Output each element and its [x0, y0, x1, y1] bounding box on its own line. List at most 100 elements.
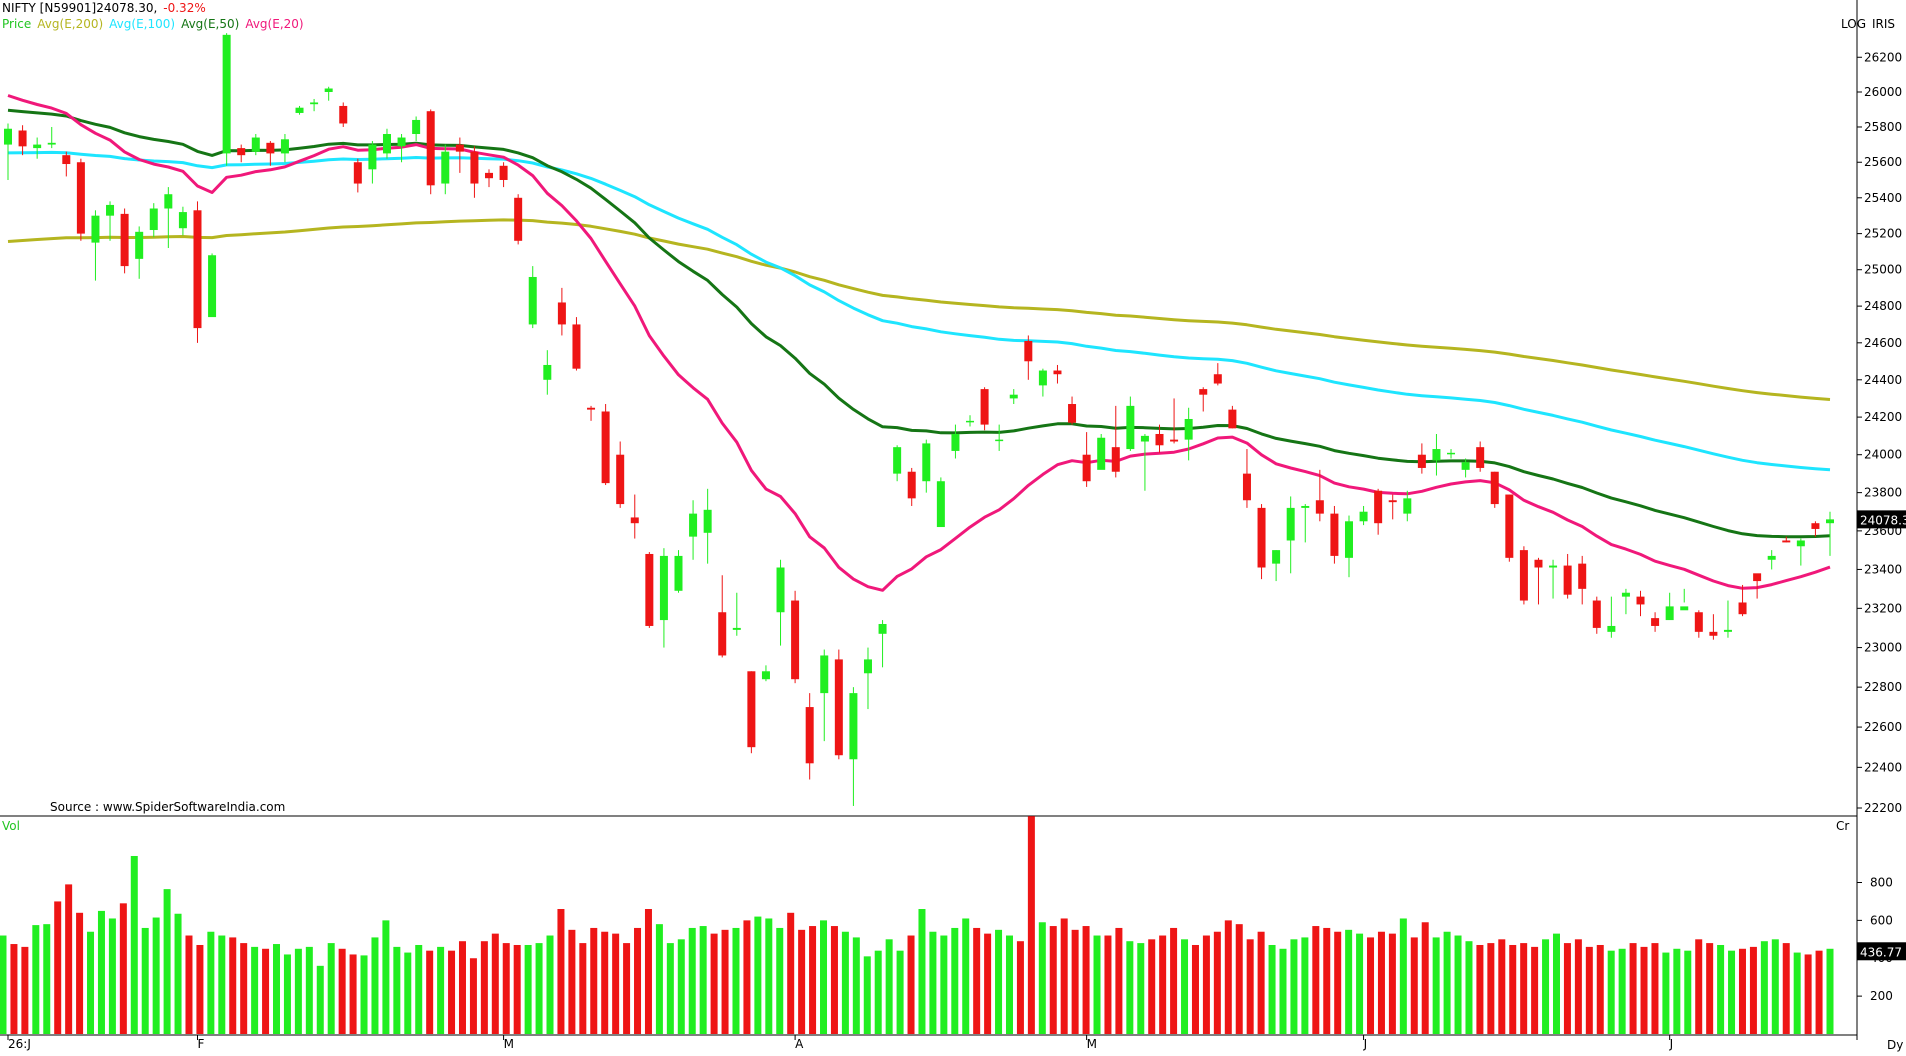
- volume-bar: [273, 944, 281, 1034]
- volume-bar: [1421, 922, 1429, 1034]
- candle-body: [1753, 573, 1762, 582]
- ema-20-line: [7, 94, 1831, 592]
- volume-bar: [141, 927, 149, 1034]
- candle-body: [1111, 447, 1120, 472]
- legend-item: Avg(E,100): [109, 17, 175, 31]
- candle-body: [1272, 550, 1281, 564]
- volume-tick-label: 800: [1870, 875, 1893, 889]
- volume-bar: [962, 918, 970, 1034]
- volume-bar: [1749, 946, 1757, 1034]
- volume-bar: [382, 920, 390, 1034]
- volume-bar: [798, 929, 806, 1034]
- volume-bar: [546, 935, 554, 1034]
- volume-bar: [1662, 952, 1670, 1034]
- last-volume-label: 436.77: [1860, 945, 1902, 959]
- volume-bar: [1454, 935, 1462, 1034]
- volume-bar: [1257, 931, 1265, 1034]
- volume-bar: [415, 944, 423, 1034]
- price-tick-label: 25400: [1864, 191, 1902, 205]
- month-label: F: [197, 1037, 204, 1051]
- volume-bar: [885, 939, 893, 1034]
- candle-body: [1665, 606, 1674, 621]
- volume-bar: [163, 889, 171, 1034]
- volume-bar: [251, 946, 259, 1034]
- volume-bar: [185, 935, 193, 1034]
- candle-body: [1024, 340, 1033, 362]
- header-symbol-line: NIFTY [N59901]24078.30, -0.32%: [2, 1, 206, 15]
- candle-body: [1461, 462, 1470, 470]
- price-tick-label: 22400: [1864, 760, 1902, 774]
- candle-body: [514, 197, 523, 241]
- volume-bar: [0, 935, 7, 1034]
- volume-bar: [601, 931, 609, 1034]
- volume-label: Vol: [2, 819, 20, 833]
- volume-bar: [1596, 944, 1604, 1034]
- candle-body: [1505, 494, 1514, 558]
- candle-body: [193, 210, 202, 329]
- symbol-text: NIFTY [N59901]: [2, 1, 96, 15]
- volume-bar: [557, 909, 565, 1034]
- log-scale-badge[interactable]: LOG: [1841, 17, 1866, 31]
- candle-body: [893, 447, 902, 474]
- month-label: M: [504, 1037, 514, 1051]
- candle-body: [208, 255, 217, 318]
- candle-body: [485, 172, 494, 179]
- candle-body: [995, 439, 1004, 442]
- candle-body: [397, 137, 406, 147]
- candle-body: [878, 623, 887, 634]
- volume-bar: [1509, 944, 1517, 1034]
- candle-body: [1053, 370, 1062, 375]
- candle-body: [1592, 600, 1601, 628]
- volume-tick-label: 600: [1870, 913, 1893, 927]
- volume-bar: [1334, 931, 1342, 1034]
- candle-body: [1490, 471, 1499, 505]
- candle-body: [33, 144, 42, 149]
- volume-bar: [830, 926, 838, 1034]
- candle-body: [776, 567, 785, 613]
- volume-bars-layer: [0, 816, 1834, 1034]
- volume-bar: [874, 950, 882, 1034]
- volume-bar: [535, 943, 543, 1034]
- candle-body: [62, 155, 71, 165]
- candle-body: [324, 88, 333, 92]
- volume-bar: [76, 912, 84, 1034]
- price-tick-label: 23800: [1864, 486, 1902, 500]
- volume-bar: [513, 944, 521, 1034]
- volume-bar: [852, 937, 860, 1034]
- candle-body: [572, 324, 581, 369]
- last-volume-marker: 436.77: [1857, 942, 1906, 961]
- volume-bar: [524, 944, 532, 1034]
- candle-body: [1563, 565, 1572, 595]
- month-label: J: [1669, 1037, 1674, 1051]
- volume-bar: [1640, 946, 1648, 1034]
- iris-badge[interactable]: IRIS: [1872, 17, 1895, 31]
- volume-bar: [1345, 929, 1353, 1034]
- candle-body: [1519, 550, 1528, 601]
- candle-body: [907, 471, 916, 499]
- volume-bar: [1563, 943, 1571, 1034]
- time-axis-labels: 26:JFMAMJJA: [7, 1035, 1674, 1051]
- period-label[interactable]: Dy: [1887, 1038, 1903, 1052]
- volume-bar: [1202, 935, 1210, 1034]
- volume-bar: [130, 855, 138, 1034]
- volume-bar: [644, 909, 652, 1034]
- volume-bar: [65, 884, 73, 1034]
- candle-body: [178, 212, 187, 229]
- volume-bar: [809, 926, 817, 1034]
- volume-bar: [623, 943, 631, 1034]
- candle-body: [310, 102, 319, 105]
- volume-bar: [1148, 939, 1156, 1034]
- volume-bar: [393, 946, 401, 1034]
- volume-bar: [1443, 931, 1451, 1034]
- volume-bar: [1060, 918, 1068, 1034]
- volume-bar: [1399, 918, 1407, 1034]
- candle-body: [820, 655, 829, 694]
- price-tick-label: 22600: [1864, 720, 1902, 734]
- candle-body: [791, 600, 800, 680]
- candle-body: [689, 513, 698, 537]
- candle-body: [1359, 511, 1368, 522]
- volume-bar: [1760, 941, 1768, 1034]
- volume-bar: [43, 924, 51, 1034]
- candle-body: [863, 659, 872, 674]
